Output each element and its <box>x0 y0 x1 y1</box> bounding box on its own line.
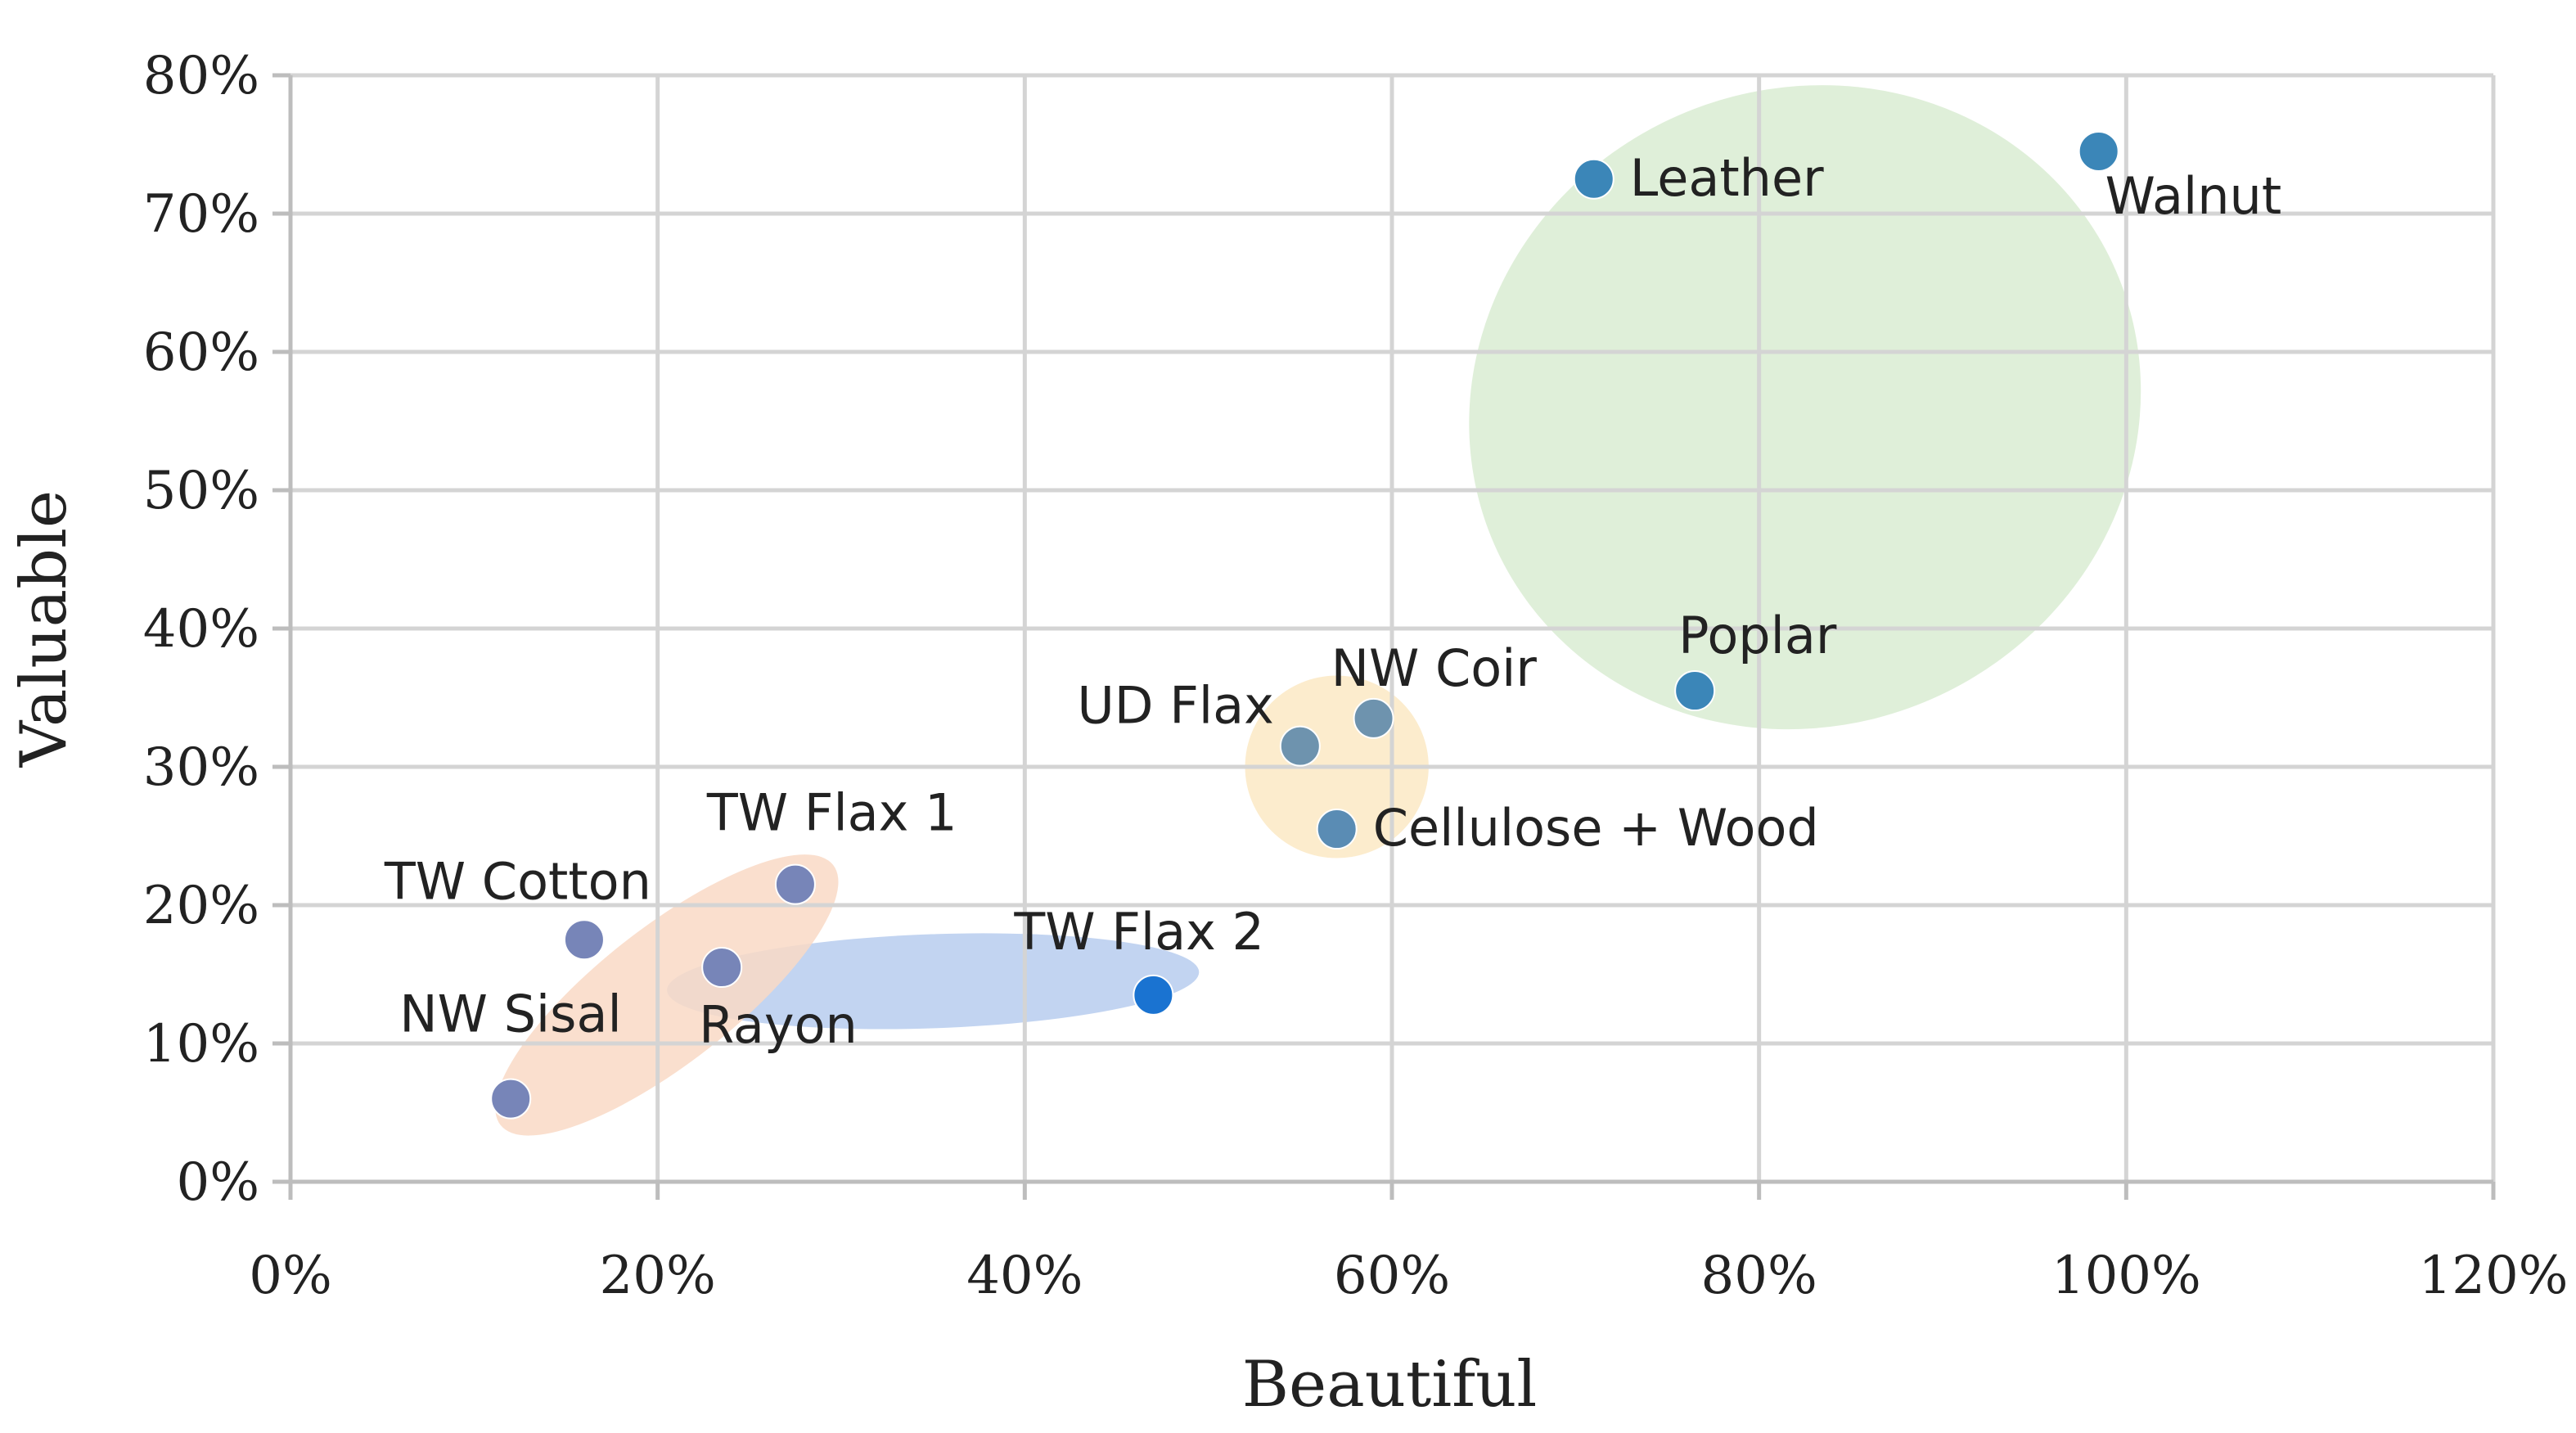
data-label: Cellulose + Wood <box>1373 798 1819 858</box>
data-point <box>563 919 605 961</box>
data-point <box>2078 130 2119 172</box>
x-tick-label: 20% <box>600 1246 716 1306</box>
data-point <box>1279 725 1321 767</box>
y-tick-label: 50% <box>143 461 259 521</box>
x-tick-label: 80% <box>1701 1246 1817 1306</box>
data-label: TW Flax 2 <box>1013 902 1264 962</box>
data-label: Leather <box>1630 148 1824 208</box>
y-tick-label: 70% <box>143 184 259 245</box>
data-label: NW Coir <box>1331 638 1538 698</box>
data-point <box>490 1078 532 1120</box>
x-tick-label: 120% <box>2419 1246 2569 1306</box>
cluster-textile-ellipse <box>495 854 839 1136</box>
y-tick-label: 30% <box>143 737 259 798</box>
data-label: Walnut <box>2105 166 2281 226</box>
data-labels: Leather Walnut Poplar NW Coir UD Flax Cellulo… <box>384 148 2281 1055</box>
data-label: NW Sisal <box>399 985 622 1044</box>
data-point <box>1674 670 1716 712</box>
cluster-ellipses <box>495 85 2141 1136</box>
data-point <box>701 947 743 989</box>
axes: 0% 10% 20% 30% 40% 50% 60% 70% 80% 0% 20% 40% 60% 80%… <box>143 46 2569 1306</box>
y-tick-label: 20% <box>143 876 259 936</box>
data-label: Poplar <box>1678 606 1837 665</box>
data-point <box>1353 697 1394 739</box>
y-tick-label: 80% <box>143 46 259 106</box>
x-tick-label: 40% <box>966 1246 1083 1306</box>
data-label: TW Flax 1 <box>706 783 957 843</box>
y-tick-label: 0% <box>176 1152 259 1213</box>
x-tick-label: 0% <box>249 1246 332 1306</box>
data-point <box>1573 158 1615 200</box>
data-label: Rayon <box>699 995 858 1055</box>
cluster-wood-ellipse <box>1469 85 2141 730</box>
x-axis-title: Beautiful <box>1242 1348 1538 1422</box>
y-tick-label: 60% <box>143 322 259 383</box>
x-tick-label: 60% <box>1334 1246 1450 1306</box>
y-tick-label: 10% <box>143 1014 259 1075</box>
data-point <box>1316 809 1358 850</box>
x-tick-label: 100% <box>2051 1246 2201 1306</box>
data-label: TW Cotton <box>384 851 651 911</box>
data-points <box>490 130 2119 1120</box>
y-axis-title: Valuable <box>7 490 81 768</box>
data-point <box>1133 974 1174 1016</box>
data-point <box>774 863 816 905</box>
y-tick-label: 40% <box>143 599 259 660</box>
data-label: UD Flax <box>1077 676 1273 736</box>
